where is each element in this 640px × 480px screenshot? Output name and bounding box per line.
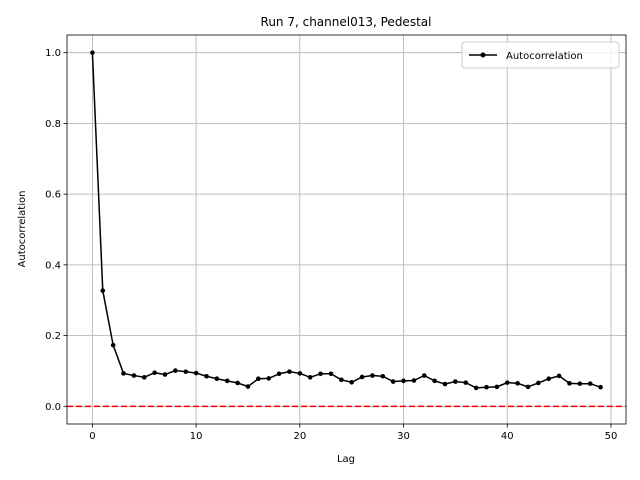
data-point <box>463 380 469 385</box>
data-point <box>131 373 137 378</box>
y-axis-label: Autocorrelation <box>17 191 28 268</box>
data-point <box>473 385 479 391</box>
data-point <box>421 373 427 378</box>
data-point <box>193 370 199 376</box>
data-point <box>546 376 552 382</box>
data-point <box>380 373 386 379</box>
plot-frame <box>66 34 627 425</box>
data-point <box>276 371 282 377</box>
y-tick-label: 1.0 <box>45 48 61 59</box>
data-point <box>141 375 147 380</box>
y-tick-label: 0.6 <box>45 190 61 201</box>
x-tick-label: 0 <box>89 431 95 442</box>
data-point <box>411 378 417 383</box>
y-tick-label: 0.0 <box>45 402 61 413</box>
grid-lines <box>67 35 626 424</box>
data-point <box>577 381 583 386</box>
data-point <box>453 379 458 384</box>
y-tick-label: 0.8 <box>45 119 61 130</box>
data-point <box>567 381 572 386</box>
data-point <box>214 376 220 382</box>
data-point <box>297 371 303 376</box>
y-tick-label: 0.4 <box>45 260 61 271</box>
x-axis-ticks: 0 10 20 30 40 50 <box>89 424 617 442</box>
data-point <box>390 379 396 384</box>
data-point <box>504 380 510 385</box>
data-point <box>587 381 593 386</box>
x-tick-label: 20 <box>293 431 306 442</box>
data-point <box>556 373 562 379</box>
data-point <box>536 380 541 386</box>
data-point <box>359 374 365 380</box>
data-point <box>598 384 603 390</box>
legend-marker-sample <box>480 52 486 58</box>
x-tick-label: 40 <box>501 431 514 442</box>
y-tick-label: 0.2 <box>45 331 61 342</box>
data-point <box>235 380 240 386</box>
legend-label: Autocorrelation <box>506 51 583 62</box>
data-point <box>100 288 106 293</box>
data-point <box>256 376 261 382</box>
data-point <box>494 384 500 390</box>
plot-area <box>67 35 626 424</box>
data-point <box>90 50 95 55</box>
data-point <box>173 368 178 373</box>
data-point <box>370 373 375 378</box>
data-point <box>432 378 437 384</box>
data-point <box>349 379 354 385</box>
data-point <box>525 384 531 390</box>
data-point <box>328 371 334 377</box>
data-point <box>307 375 313 380</box>
data-point <box>442 381 448 387</box>
data-point <box>245 384 251 389</box>
x-tick-label: 30 <box>397 431 410 442</box>
data-point <box>484 384 489 390</box>
data-point <box>287 369 292 374</box>
data-point <box>152 370 157 376</box>
series-group <box>90 50 603 391</box>
data-point <box>515 381 520 386</box>
data-point <box>266 376 272 381</box>
y-axis-ticks: 0.0 0.2 0.4 0.6 0.8 1.0 <box>45 48 67 413</box>
data-point <box>318 371 323 377</box>
legend-box <box>461 41 620 69</box>
data-point <box>401 378 406 384</box>
chart-title: Run 7, channel013, Pedestal <box>261 15 432 29</box>
data-point <box>339 377 344 383</box>
x-tick-label: 10 <box>190 431 203 442</box>
x-axis-label: Lag <box>337 454 355 465</box>
data-point <box>110 342 116 348</box>
data-point <box>204 373 209 379</box>
data-point <box>121 371 126 376</box>
data-point <box>183 369 189 374</box>
legend: Autocorrelation <box>461 41 620 69</box>
x-tick-label: 50 <box>605 431 618 442</box>
data-point <box>224 378 230 384</box>
data-point <box>162 372 168 377</box>
